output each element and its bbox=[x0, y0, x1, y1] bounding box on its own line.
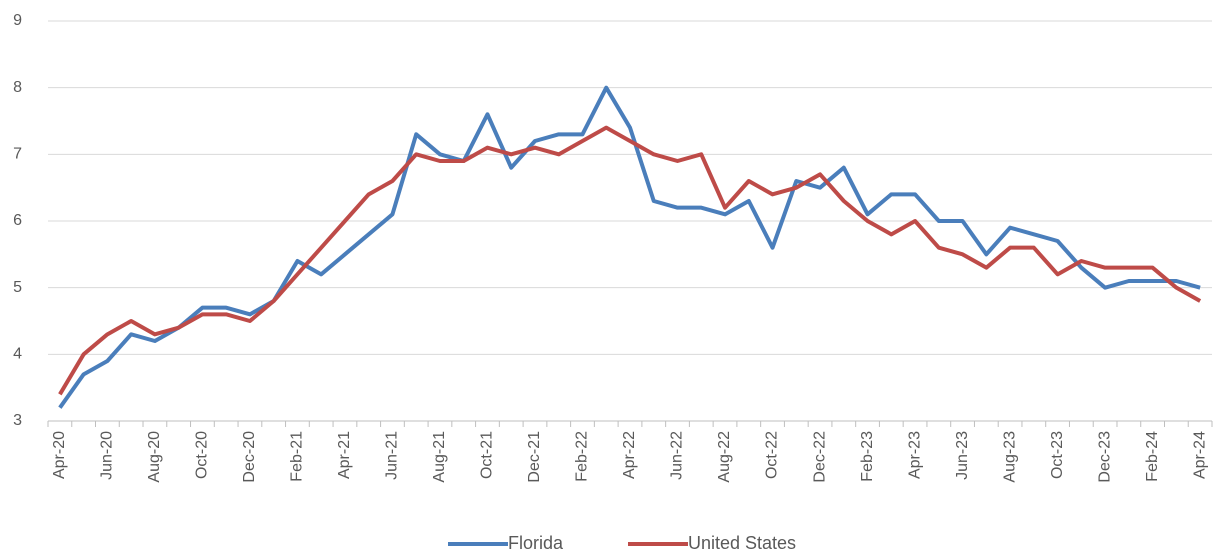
x-tick-label: Apr-21 bbox=[336, 431, 353, 479]
x-tick-label: Aug-21 bbox=[431, 431, 448, 483]
y-tick-label: 8 bbox=[13, 79, 22, 96]
y-tick-label: 4 bbox=[13, 346, 22, 363]
x-tick-label: Aug-22 bbox=[716, 431, 733, 483]
legend-label: United States bbox=[688, 533, 796, 553]
x-tick-label: Dec-23 bbox=[1096, 431, 1113, 483]
x-tick-label: Apr-24 bbox=[1191, 431, 1208, 479]
x-tick-label: Oct-23 bbox=[1049, 431, 1066, 479]
legend-label: Florida bbox=[508, 533, 564, 553]
x-tick-label: Jun-22 bbox=[669, 431, 686, 480]
x-tick-label: Aug-20 bbox=[146, 431, 163, 483]
line-series bbox=[58, 125, 1202, 396]
x-tick-label: Dec-21 bbox=[526, 431, 543, 483]
x-tick-label: Dec-22 bbox=[811, 431, 828, 483]
x-tick-label: Jun-23 bbox=[954, 431, 971, 480]
x-tick-label: Apr-23 bbox=[906, 431, 923, 479]
x-tick-label: Oct-22 bbox=[764, 431, 781, 479]
x-tick-label: Oct-20 bbox=[194, 431, 211, 479]
y-tick-label: 9 bbox=[13, 12, 22, 29]
y-tick-label: 6 bbox=[13, 212, 22, 229]
x-tick-label: Jun-21 bbox=[384, 431, 401, 480]
x-tick-label: Jun-20 bbox=[99, 431, 116, 480]
line-series bbox=[58, 85, 1201, 409]
x-tick-label: Apr-22 bbox=[621, 431, 638, 479]
x-tick-label: Oct-21 bbox=[479, 431, 496, 479]
x-tick-label: Feb-23 bbox=[859, 431, 876, 482]
x-tick-label: Feb-22 bbox=[574, 431, 591, 482]
x-tick-label: Feb-24 bbox=[1144, 431, 1161, 482]
y-tick-label: 5 bbox=[13, 279, 22, 296]
y-tick-label: 7 bbox=[13, 146, 22, 163]
y-tick-label: 3 bbox=[13, 412, 22, 429]
x-tick-label: Dec-20 bbox=[241, 431, 258, 483]
x-tick-label: Aug-23 bbox=[1001, 431, 1018, 483]
x-tick-label: Feb-21 bbox=[289, 431, 306, 482]
x-tick-label: Apr-20 bbox=[51, 431, 68, 479]
